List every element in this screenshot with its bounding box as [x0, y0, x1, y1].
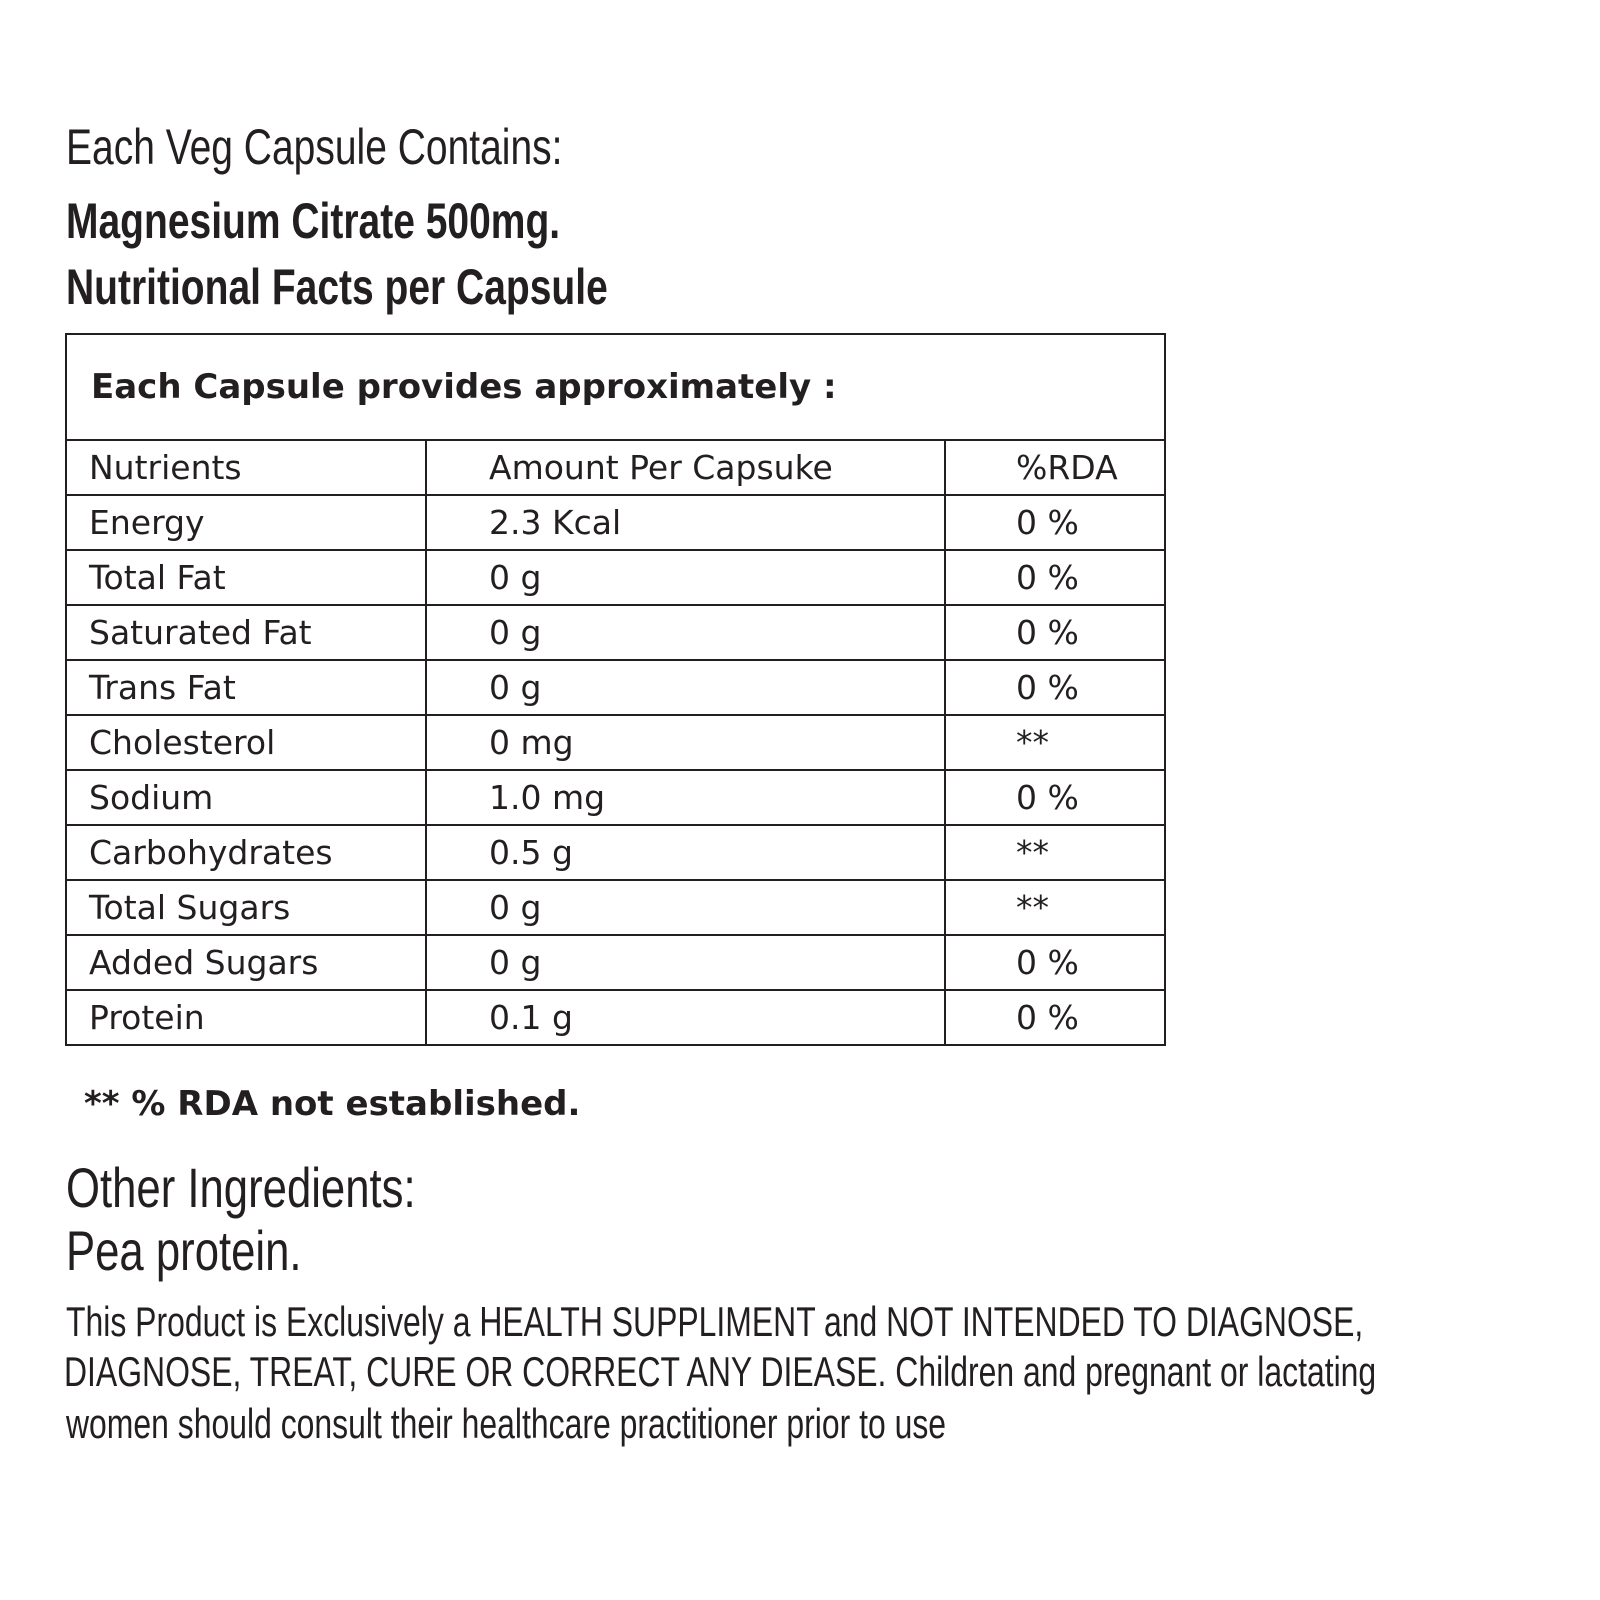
facts-title: Nutritional Facts per Capsule: [66, 259, 608, 315]
table-row: Carbohydrates 0.5 g **: [65, 824, 1166, 881]
nutrient-name: Protein: [65, 989, 427, 1046]
nutrient-rda: 0 %: [944, 659, 1166, 716]
nutrient-name: Total Fat: [65, 549, 427, 606]
nutrient-rda: **: [944, 714, 1166, 771]
nutrition-table: Each Capsule provides approximately : Nu…: [65, 333, 1166, 1046]
column-header-nutrients: Nutrients: [65, 439, 427, 496]
disclaimer-line: DIAGNOSE, TREAT, CURE OR CORRECT ANY DIE…: [64, 1348, 1377, 1395]
nutrient-name: Added Sugars: [65, 934, 427, 991]
column-header-rda: %RDA: [944, 439, 1166, 496]
other-ingredients-label: Other Ingredients:: [66, 1156, 416, 1219]
nutrient-rda: **: [944, 879, 1166, 936]
nutrient-amount: 0 g: [425, 934, 946, 991]
disclaimer-line: women should consult their healthcare pr…: [66, 1400, 947, 1447]
footnote: ** % RDA not established.: [84, 1084, 581, 1124]
nutrient-amount: 2.3 Kcal: [425, 494, 946, 551]
ingredient-heading: Magnesium Citrate 500mg.: [66, 193, 561, 249]
nutrient-name: Total Sugars: [65, 879, 427, 936]
nutrient-rda: 0 %: [944, 934, 1166, 991]
nutrient-name: Energy: [65, 494, 427, 551]
nutrient-amount: 0 g: [425, 659, 946, 716]
nutrient-amount: 1.0 mg: [425, 769, 946, 826]
nutrient-name: Carbohydrates: [65, 824, 427, 881]
nutrient-amount: 0 g: [425, 879, 946, 936]
table-row: Total Sugars 0 g **: [65, 879, 1166, 936]
table-header-row: Nutrients Amount Per Capsuke %RDA: [65, 439, 1166, 496]
disclaimer-line: This Product is Exclusively a HEALTH SUP…: [66, 1298, 1364, 1345]
nutrient-rda: 0 %: [944, 769, 1166, 826]
nutrient-amount: 0 g: [425, 549, 946, 606]
other-ingredients-value: Pea protein.: [66, 1219, 302, 1282]
table-row: Sodium 1.0 mg 0 %: [65, 769, 1166, 826]
column-header-amount: Amount Per Capsuke: [425, 439, 946, 496]
nutrient-rda: 0 %: [944, 989, 1166, 1046]
contains-heading: Each Veg Capsule Contains:: [66, 119, 563, 175]
table-row: Energy 2.3 Kcal 0 %: [65, 494, 1166, 551]
table-caption: Each Capsule provides approximately :: [65, 333, 1166, 441]
nutrient-rda: **: [944, 824, 1166, 881]
nutrient-rda: 0 %: [944, 604, 1166, 661]
nutrient-name: Saturated Fat: [65, 604, 427, 661]
nutrient-name: Cholesterol: [65, 714, 427, 771]
nutrient-amount: 0.1 g: [425, 989, 946, 1046]
nutrient-rda: 0 %: [944, 494, 1166, 551]
nutrient-amount: 0.5 g: [425, 824, 946, 881]
nutrient-amount: 0 g: [425, 604, 946, 661]
table-caption-row: Each Capsule provides approximately :: [65, 333, 1166, 441]
nutrient-name: Sodium: [65, 769, 427, 826]
nutrient-rda: 0 %: [944, 549, 1166, 606]
table-row: Cholesterol 0 mg **: [65, 714, 1166, 771]
nutrient-name: Trans Fat: [65, 659, 427, 716]
nutrient-amount: 0 mg: [425, 714, 946, 771]
